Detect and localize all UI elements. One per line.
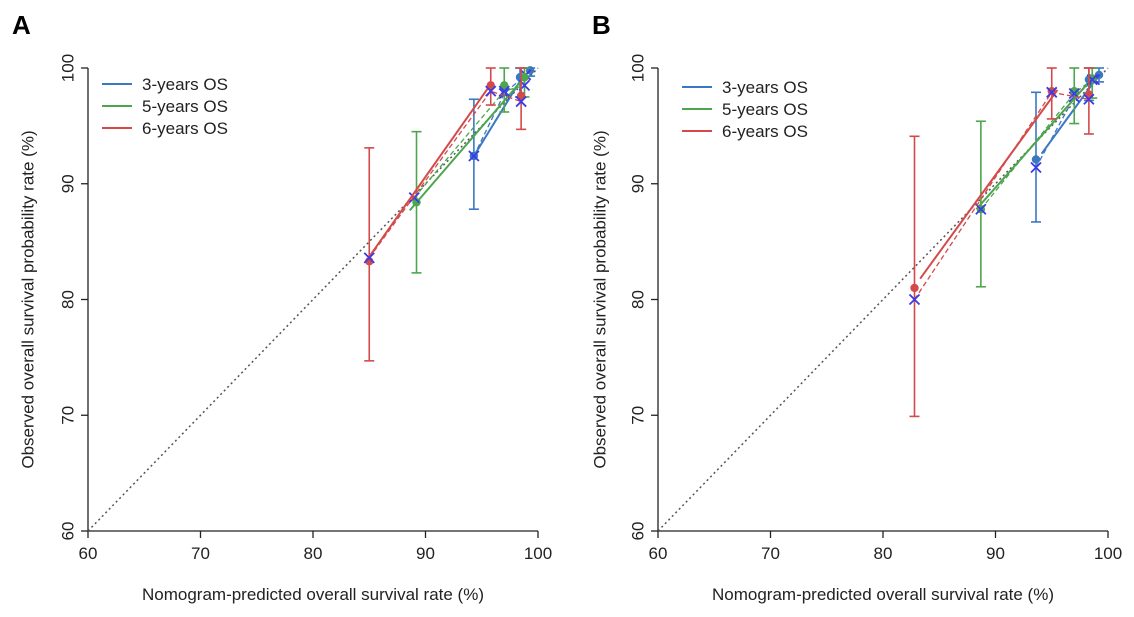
calibration-line: [919, 89, 1059, 280]
calibration-line: [1040, 74, 1100, 155]
x-tick-label: 60: [649, 544, 668, 563]
y-tick-label: 70: [629, 406, 648, 425]
x-tick-label: 100: [524, 544, 552, 563]
legend-label: 5-years OS: [722, 100, 808, 119]
cross-marker: [468, 150, 480, 162]
legend-label: 3-years OS: [722, 78, 808, 97]
y-tick-label: 60: [629, 522, 648, 541]
series-3: [363, 67, 527, 362]
calibration-line: [408, 76, 526, 212]
data-point: [500, 81, 509, 90]
legend-label: 5-years OS: [142, 97, 228, 116]
y-tick-label: 90: [59, 174, 78, 193]
legend-label: 3-years OS: [142, 75, 228, 94]
y-tick-label: 70: [59, 406, 78, 425]
calibration-line: [975, 77, 1093, 210]
cross-marker: [908, 293, 921, 306]
apparent-line: [368, 90, 522, 259]
y-tick-label: 80: [59, 290, 78, 309]
series-3: [908, 67, 1095, 418]
panel-label: A: [12, 10, 31, 40]
legend: 3-years OS 5-years OS 6-years OS: [102, 75, 228, 138]
legend: 3-years OS 5-years OS 6-years OS: [682, 78, 808, 141]
cross-marker: [408, 192, 420, 204]
panel-a: A 60 70 80 90 100 60 70 80 90 100 Nomogram-predicte…: [12, 10, 552, 604]
x-tick-label: 70: [761, 544, 780, 563]
cross-marker: [485, 85, 497, 97]
cross-marker: [975, 203, 987, 215]
x-tick-label: 80: [874, 544, 893, 563]
data-point: [412, 198, 421, 207]
cross-marker: [363, 252, 375, 264]
x-tick-label: 100: [1094, 544, 1122, 563]
x-tick-label: 90: [986, 544, 1005, 563]
cross-marker: [515, 95, 527, 108]
data-point: [486, 81, 495, 90]
data-point: [1031, 155, 1041, 164]
y-tick-label: 100: [629, 54, 648, 82]
y-tick-label: 90: [629, 174, 648, 193]
legend-label: 6-years OS: [142, 119, 228, 138]
y-tick-label: 100: [59, 54, 78, 82]
y-axis-title: Observed overall survival probability ra…: [19, 130, 38, 468]
x-axis-title: Nomogram-predicted overall survival rate…: [712, 585, 1054, 604]
cross-marker: [1030, 161, 1042, 174]
y-axis-title: Observed overall survival probability ra…: [591, 130, 610, 468]
y-tick-label: 60: [59, 522, 78, 541]
x-tick-label: 70: [191, 544, 210, 563]
data-point: [910, 283, 919, 293]
data-point: [516, 91, 526, 100]
x-axis-title: Nomogram-predicted overall survival rate…: [142, 585, 484, 604]
x-tick-label: 80: [304, 544, 323, 563]
series-2: [975, 67, 1098, 288]
y-tick-label: 80: [629, 290, 648, 309]
calibration-line: [368, 83, 492, 258]
cross-marker: [1083, 93, 1095, 105]
panel-b: B 60 70 80 90 100 60 70 80 90 100 Nomogram-predicte…: [591, 10, 1123, 604]
data-point: [1070, 86, 1079, 96]
panel-label: B: [592, 10, 611, 40]
x-tick-label: 60: [79, 544, 98, 563]
x-tick-label: 90: [416, 544, 435, 563]
legend-label: 6-years OS: [722, 122, 808, 141]
series-1: [1030, 67, 1104, 223]
data-point: [520, 73, 529, 82]
cross-marker: [1046, 86, 1058, 98]
